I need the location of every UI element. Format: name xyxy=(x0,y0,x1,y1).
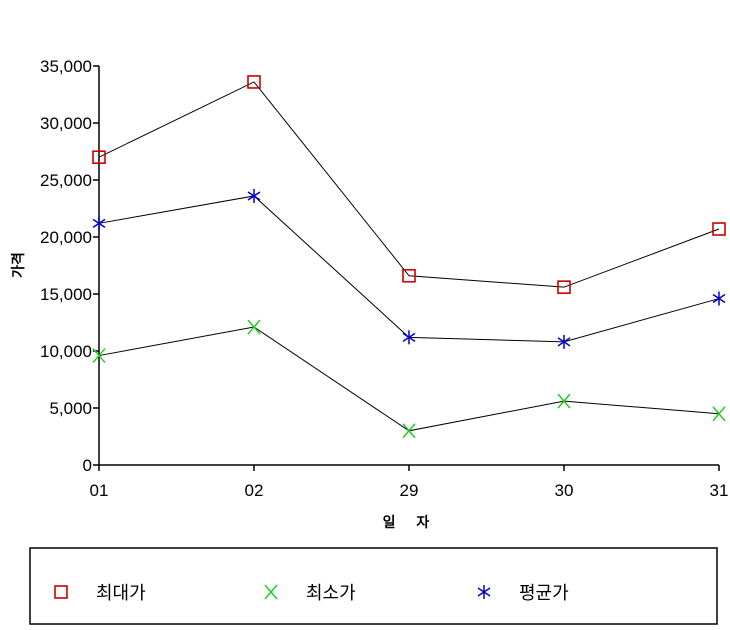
series-lines xyxy=(98,81,720,432)
data-point-series-2 xyxy=(92,348,106,364)
legend-item-3: 평균가 xyxy=(477,583,569,604)
y-tick-label: 5,000 xyxy=(49,399,92,418)
marker-x-stroke xyxy=(402,423,416,439)
legend-marker xyxy=(54,585,68,599)
legend-marker xyxy=(477,585,491,599)
x-tick-label: 29 xyxy=(400,481,419,500)
data-point-series-1 xyxy=(247,75,261,89)
legend-item-2: 최소가 xyxy=(264,583,356,604)
legend-label: 평균가 xyxy=(519,583,569,604)
y-tick-label: 0 xyxy=(83,456,92,475)
marker-x-stroke xyxy=(264,584,278,600)
legend-label: 최소가 xyxy=(306,583,356,604)
y-tick-label: 20,000 xyxy=(40,228,92,247)
y-tick-label: 15,000 xyxy=(40,285,92,304)
data-point-series-2 xyxy=(402,423,416,439)
data-point-series-3 xyxy=(247,188,261,203)
data-point-series-3 xyxy=(712,291,726,306)
marker-x-stroke xyxy=(712,406,726,422)
x-tick-label: 30 xyxy=(555,481,574,500)
marker-asterisk-stroke xyxy=(557,337,571,347)
legend-box xyxy=(29,547,718,625)
x-tick-label: 01 xyxy=(90,481,109,500)
data-point-series-2 xyxy=(557,393,571,409)
data-point-series-2 xyxy=(712,406,726,422)
data-point-series-3 xyxy=(557,334,571,349)
legend-item-1: 최대가 xyxy=(54,583,146,604)
y-ticks: 0 5,000 10,000 15,000 20,000 25,000 30,000 35,0… xyxy=(40,57,99,475)
x-axis-title: 일 자 xyxy=(383,515,438,531)
data-point-series-1 xyxy=(402,268,416,283)
x-ticks: 01 02 29 30 31 xyxy=(90,465,729,500)
marker-asterisk-stroke xyxy=(247,191,261,201)
marker-asterisk-stroke xyxy=(402,332,416,342)
marker-x-stroke xyxy=(247,319,261,335)
series-markers xyxy=(92,75,726,439)
marker-square-shape xyxy=(712,222,726,236)
legend-marker xyxy=(264,584,278,600)
marker-square-shape xyxy=(247,75,261,89)
legend: 최대가 최소가 평균가 xyxy=(54,583,569,604)
data-point-series-3 xyxy=(92,216,106,231)
marker-x-stroke xyxy=(92,348,106,364)
marker-square-shape xyxy=(402,268,416,283)
y-tick-label: 25,000 xyxy=(40,171,92,190)
marker-square-shape xyxy=(557,280,571,294)
axes xyxy=(98,66,719,466)
legend-label: 최대가 xyxy=(96,583,146,604)
y-tick-label: 35,000 xyxy=(40,57,92,76)
series-line-1 xyxy=(98,81,720,288)
data-point-series-2 xyxy=(247,319,261,335)
data-point-series-1 xyxy=(712,222,726,236)
data-point-series-1 xyxy=(557,280,571,294)
marker-square-shape xyxy=(92,150,106,164)
y-tick-label: 30,000 xyxy=(40,114,92,133)
x-tick-label: 02 xyxy=(245,481,264,500)
marker-x-stroke xyxy=(557,393,571,409)
y-tick-label: 10,000 xyxy=(40,342,92,361)
marker-asterisk-stroke xyxy=(477,587,491,597)
data-point-series-1 xyxy=(92,150,106,164)
marker-asterisk-stroke xyxy=(712,293,726,304)
marker-asterisk-stroke xyxy=(92,218,106,228)
y-axis-title: 가격 xyxy=(10,252,27,278)
data-point-series-3 xyxy=(402,330,416,345)
marker-square-shape xyxy=(54,585,68,599)
series-line-3 xyxy=(98,195,720,343)
x-tick-label: 31 xyxy=(710,481,729,500)
